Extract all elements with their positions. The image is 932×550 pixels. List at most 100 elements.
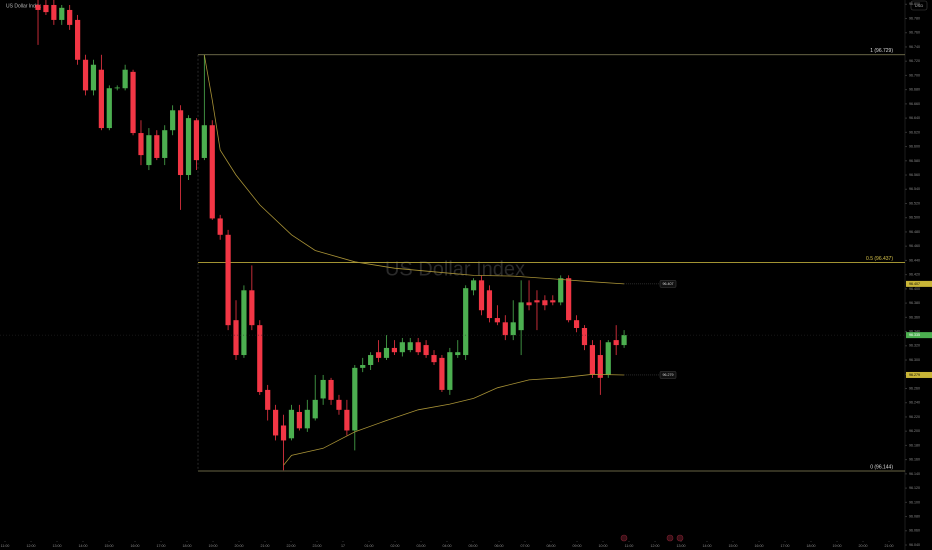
event-icon[interactable] [620,534,628,542]
x-tick-label: 06:00 [495,544,504,548]
x-tick-label: 18:00 [182,544,191,548]
candle-body [59,7,65,20]
x-tick-label: 20:00 [235,544,244,548]
event-icon[interactable] [666,534,674,542]
candle-body [177,110,184,176]
candle-body [486,290,493,319]
candle-body [566,278,572,321]
x-tick-label: 10:00 [599,544,608,548]
y-tick-label: 96.040 [909,543,920,547]
x-tick-label: 01:00 [364,544,373,548]
x-tick-label: 17:00 [781,544,790,548]
y-tick-label: 96.600 [909,145,920,149]
candle-body [510,322,516,336]
y-tick-label: 96.720 [909,59,920,63]
candle-body [273,409,279,436]
candle-body [249,290,255,326]
y-tick-label: 96.480 [909,230,920,234]
x-tick-label: 21:00 [885,544,894,548]
y-tick-label: 96.340 [909,330,920,334]
candle-body [35,4,41,10]
x-tick-label: 19:00 [209,544,218,548]
candle-body [605,342,611,375]
candle-body [146,135,152,166]
y-tick-label: 96.620 [909,130,920,134]
candle-body [225,234,231,326]
fib-label: 1 (96.729) [870,48,893,54]
x-tick-label: 04:00 [442,544,451,548]
candle-body [589,345,596,375]
candle-body [423,345,429,356]
candle-body [558,278,564,303]
candle-body [82,59,89,91]
candle-body [265,389,271,410]
x-tick-label: 22:00 [286,544,295,548]
candle-body [439,357,445,390]
overlay-tag [659,371,677,379]
candle-body [193,120,200,161]
currency-label[interactable]: USD [915,3,924,8]
candle-body [217,218,223,235]
y-tick-label: 96.780 [909,16,920,20]
y-tick-label: 96.460 [909,244,920,248]
y-tick-label: 96.300 [909,358,920,362]
candle-body [613,340,619,346]
candle-body [154,135,160,158]
y-tick-label: 96.360 [909,315,920,319]
y-tick-label: 96.440 [909,258,920,262]
x-tick-label: 09:00 [573,544,582,548]
legend-title: US Dollar Index [6,3,42,9]
currency-button[interactable] [910,0,928,11]
candle-body [328,379,334,400]
y-tick-label: 96.800 [909,2,920,6]
x-tick-label: 12:00 [27,544,36,548]
axis-badge-label: 96.279 [909,373,920,377]
candle-body [241,290,247,356]
fib-label: 0 (96.144) [870,464,893,470]
candle-body [478,280,485,311]
event-icon[interactable] [676,534,684,542]
candle-body [257,325,263,393]
candle-body [518,302,524,331]
candle-body [597,355,603,378]
last-price-label: 96.335 [909,333,920,337]
candle-body [542,300,548,306]
candle-body [296,411,302,429]
y-tick-label: 96.200 [909,429,920,433]
x-tick-label: 19:00 [833,544,842,548]
overlay-tag [659,280,677,288]
candle-body [494,318,500,323]
x-tick-label: 05:00 [468,544,477,548]
y-tick-label: 96.580 [909,159,920,163]
candle-body [621,335,627,346]
candle-body [170,110,176,131]
candle-body [415,342,421,353]
candle-body [312,399,318,419]
x-tick-label: 17:00 [157,544,166,548]
y-tick-label: 96.560 [909,173,920,177]
x-tick-label: 20:00 [859,544,868,548]
x-tick-label: 12:00 [651,544,660,548]
candle-body [280,425,287,441]
y-tick-label: 96.120 [909,486,920,490]
candle-body [209,125,215,219]
x-tick-label: 17 [341,544,345,548]
candle-body [67,9,73,25]
x-tick-label: 13:00 [53,544,62,548]
y-tick-label: 96.400 [909,287,920,291]
candle-body [43,4,49,13]
x-tick-label: 13:00 [677,544,686,548]
y-tick-label: 96.500 [909,216,920,220]
candle-body [201,125,207,158]
x-tick-label: 08:00 [546,544,555,548]
candle-body [455,352,461,356]
candle-body [185,118,192,176]
y-tick-label: 96.260 [909,386,920,390]
candle-body [352,367,358,431]
candle-body [383,347,390,358]
candle-body [90,64,97,91]
candle-body [360,365,366,368]
x-tick-label: 15:00 [728,544,737,548]
y-tick-label: 96.380 [909,301,920,305]
